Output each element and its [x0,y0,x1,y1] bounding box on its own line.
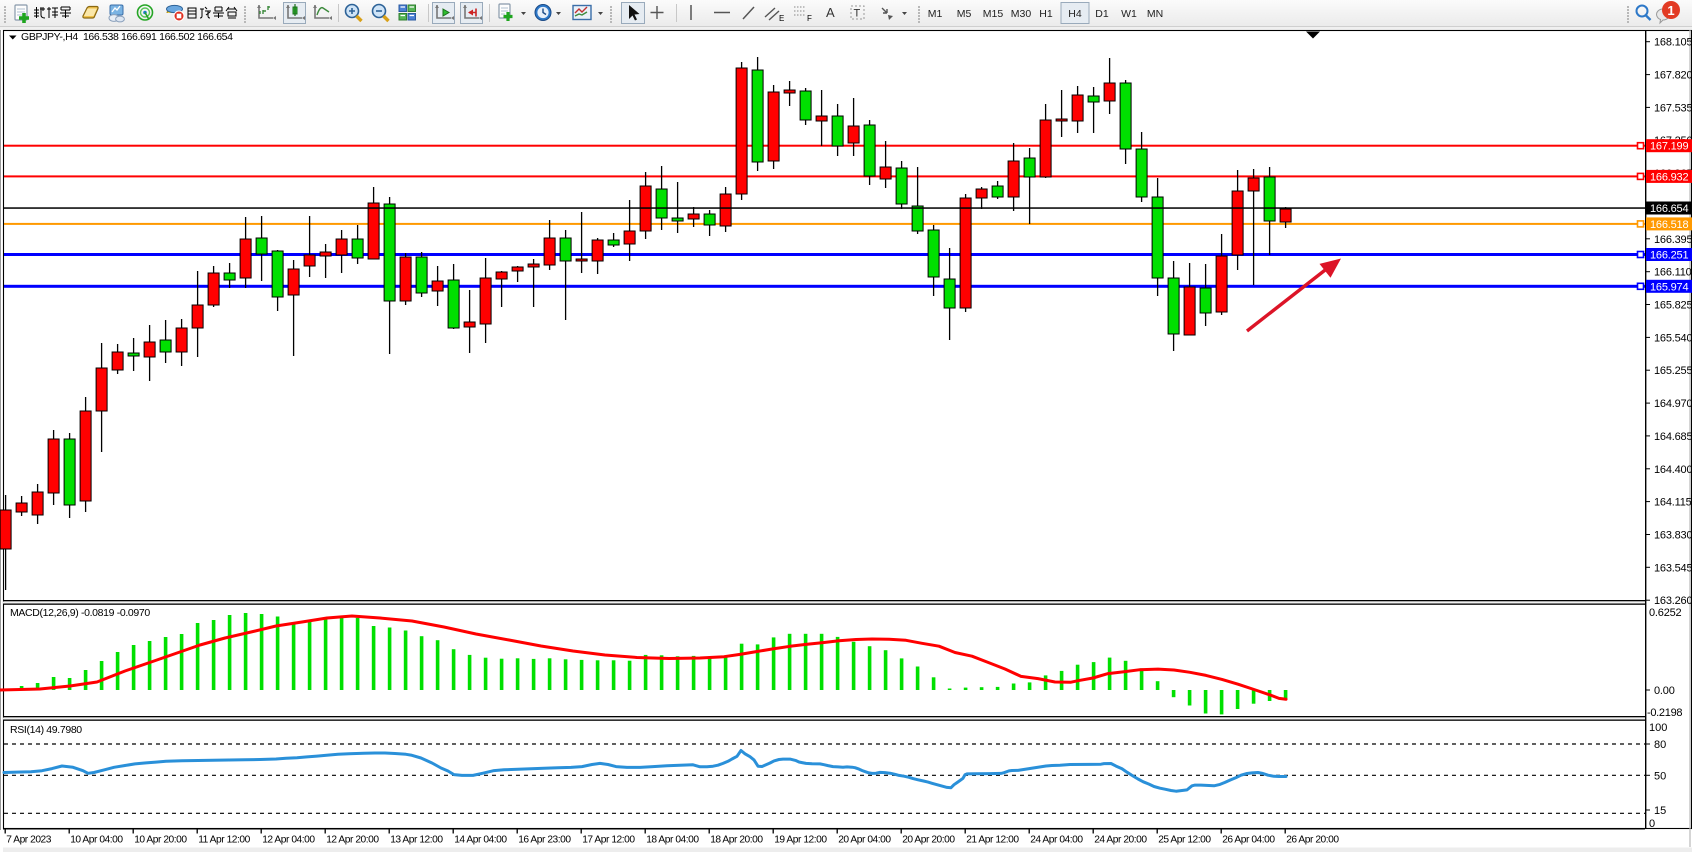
svg-text:50: 50 [1654,770,1666,782]
svg-text:26 Apr 20:00: 26 Apr 20:00 [1286,835,1339,846]
svg-text:167.820: 167.820 [1654,70,1692,82]
svg-text:163.260: 163.260 [1654,595,1692,607]
svg-text:164.970: 164.970 [1654,398,1692,410]
svg-text:26 Apr 04:00: 26 Apr 04:00 [1222,835,1275,846]
svg-text:15: 15 [1654,805,1666,817]
svg-text:24 Apr 20:00: 24 Apr 20:00 [1094,835,1147,846]
svg-text:165.540: 165.540 [1654,332,1692,344]
svg-text:21 Apr 12:00: 21 Apr 12:00 [966,835,1019,846]
svg-text:H4: H4 [1068,8,1082,20]
svg-text:12 Apr 04:00: 12 Apr 04:00 [262,835,315,846]
svg-text:166.932: 166.932 [1650,171,1688,183]
svg-text:14 Apr 04:00: 14 Apr 04:00 [454,835,507,846]
svg-text:19 Apr 12:00: 19 Apr 12:00 [774,835,827,846]
svg-text:M5: M5 [957,8,972,20]
svg-text:167.199: 167.199 [1650,141,1688,153]
svg-text:165.255: 165.255 [1654,365,1692,377]
svg-text:17 Apr 12:00: 17 Apr 12:00 [582,835,635,846]
svg-text:11 Apr 12:00: 11 Apr 12:00 [198,835,250,846]
svg-text:0: 0 [1649,818,1655,830]
svg-text:166.251: 166.251 [1650,250,1688,262]
svg-text:100: 100 [1649,722,1667,734]
svg-text:10 Apr 04:00: 10 Apr 04:00 [70,835,123,846]
svg-text:T: T [854,8,861,20]
svg-text:168.105: 168.105 [1654,37,1692,49]
svg-text:163.830: 163.830 [1654,530,1692,542]
svg-text:M1: M1 [928,8,943,20]
svg-text:M30: M30 [1011,8,1032,20]
svg-text:0.00: 0.00 [1654,685,1675,697]
svg-text:-0.2198: -0.2198 [1647,707,1682,719]
svg-text:D1: D1 [1095,8,1109,20]
svg-text:16 Apr 23:00: 16 Apr 23:00 [518,835,571,846]
svg-text:MN: MN [1147,8,1163,20]
svg-text:164.115: 164.115 [1654,497,1692,509]
svg-text:W1: W1 [1121,8,1137,20]
svg-text:164.685: 164.685 [1654,431,1692,443]
svg-text:163.545: 163.545 [1654,562,1692,574]
svg-text:166.518: 166.518 [1650,219,1688,231]
svg-text:24 Apr 04:00: 24 Apr 04:00 [1030,835,1083,846]
svg-text:F: F [807,14,812,23]
svg-text:25 Apr 12:00: 25 Apr 12:00 [1158,835,1211,846]
svg-text:18 Apr 04:00: 18 Apr 04:00 [646,835,699,846]
svg-text:167.535: 167.535 [1654,102,1692,114]
svg-text:18 Apr 20:00: 18 Apr 20:00 [710,835,763,846]
svg-text:12 Apr 20:00: 12 Apr 20:00 [326,835,379,846]
svg-text:13 Apr 12:00: 13 Apr 12:00 [390,835,443,846]
svg-text:164.400: 164.400 [1654,464,1692,476]
svg-text:1: 1 [1667,3,1674,18]
svg-text:165.974: 165.974 [1650,281,1688,293]
svg-text:E: E [779,14,784,23]
svg-text:A: A [826,5,835,20]
svg-text:0.6252: 0.6252 [1649,607,1682,619]
svg-text:10 Apr 20:00: 10 Apr 20:00 [134,835,187,846]
svg-text:RSI(14) 49.7980: RSI(14) 49.7980 [10,724,82,736]
svg-text:7 Apr 2023: 7 Apr 2023 [6,835,52,846]
svg-text:GBPJPY-,H4 166.538 166.691 16: GBPJPY-,H4 166.538 166.691 166.502 166.6… [21,31,233,43]
svg-text:166.110: 166.110 [1654,267,1692,279]
svg-text:20 Apr 04:00: 20 Apr 04:00 [838,835,891,846]
svg-text:H1: H1 [1039,8,1053,20]
svg-text:M15: M15 [983,8,1004,20]
svg-text:166.654: 166.654 [1650,203,1688,215]
svg-text:20 Apr 20:00: 20 Apr 20:00 [902,835,955,846]
svg-text:166.395: 166.395 [1654,234,1692,246]
svg-text:80: 80 [1654,739,1666,751]
svg-text:MACD(12,26,9) -0.0819 -0.0970: MACD(12,26,9) -0.0819 -0.0970 [10,607,150,619]
svg-text:165.825: 165.825 [1654,300,1692,312]
